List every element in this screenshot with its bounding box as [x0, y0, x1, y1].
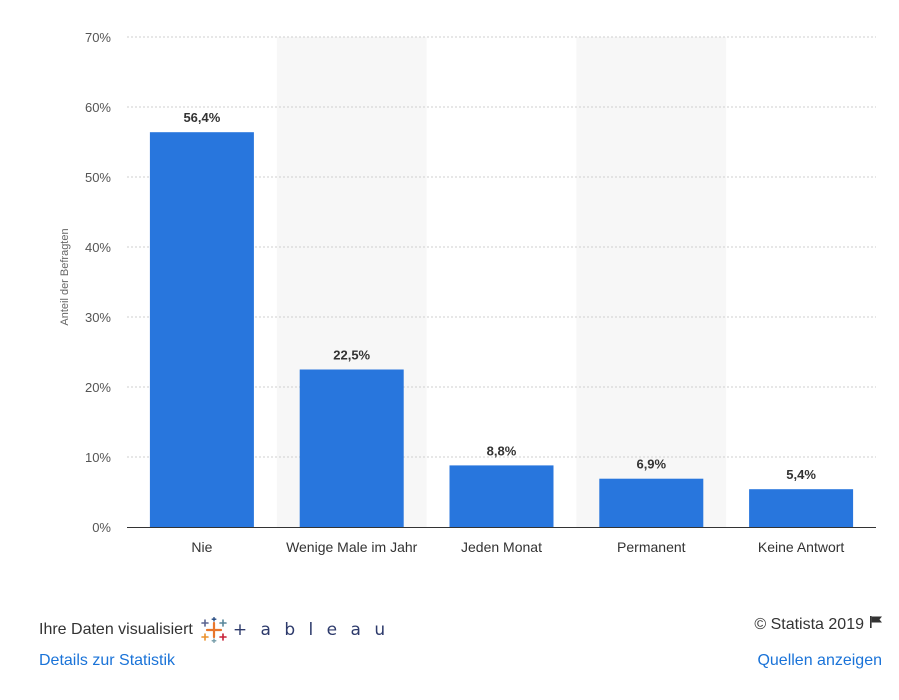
x-tick-label: Jeden Monat — [461, 539, 542, 555]
sources-link[interactable]: Quellen anzeigen — [757, 652, 882, 669]
x-tick-label: Permanent — [617, 539, 686, 555]
tableau-wordmark: + a b l e a u — [232, 620, 390, 640]
bar[interactable] — [149, 132, 254, 527]
y-tick-label: 70% — [85, 30, 111, 45]
y-tick-label: 10% — [85, 450, 111, 465]
tableau-cross-icon — [201, 617, 227, 643]
x-tick-label: Keine Antwort — [758, 539, 844, 555]
copyright: © Statista 2019 — [754, 615, 883, 634]
value-labels: 56,4% 22,5% 8,8% 6,9% 5,4% — [183, 110, 816, 482]
y-tick-label: 40% — [85, 240, 111, 255]
bar[interactable] — [299, 369, 404, 528]
bar-value-label: 22,5% — [333, 348, 370, 363]
category-band — [576, 37, 727, 527]
category-labels: Nie Wenige Male im Jahr Jeden Monat Permane… — [191, 539, 844, 555]
bar-value-label: 5,4% — [786, 467, 816, 482]
bars — [149, 132, 854, 528]
flag-icon[interactable] — [869, 615, 883, 634]
bar[interactable] — [749, 489, 854, 527]
visualized-by: Ihre Daten visualisiert + a b l e a u — [39, 617, 389, 643]
bar[interactable] — [599, 478, 704, 527]
bar[interactable] — [449, 465, 554, 527]
x-tick-label: Wenige Male im Jahr — [286, 539, 418, 555]
copyright-text: © Statista 2019 — [754, 615, 864, 633]
bar-chart: 0% 10% 20% 30% 40% 50% 60% 70% 56,4% 22,5% 8,8% 6,… — [59, 30, 876, 555]
y-axis-ticks: 0% 10% 20% 30% 40% 50% 60% 70% — [85, 30, 111, 535]
bar-value-label: 56,4% — [183, 110, 220, 125]
viz-text: Ihre Daten visualisiert — [39, 621, 193, 638]
details-link[interactable]: Details zur Statistik — [39, 652, 176, 669]
y-axis-title: Anteil der Befragten — [59, 228, 71, 325]
y-tick-label: 30% — [85, 310, 111, 325]
y-tick-label: 60% — [85, 100, 111, 115]
y-tick-label: 0% — [92, 520, 111, 535]
bar-value-label: 6,9% — [636, 457, 666, 472]
x-tick-label: Nie — [191, 539, 212, 555]
y-tick-label: 20% — [85, 380, 111, 395]
tableau-logo[interactable]: + a b l e a u — [199, 617, 389, 643]
bar-value-label: 8,8% — [487, 443, 517, 458]
y-tick-label: 50% — [85, 170, 111, 185]
